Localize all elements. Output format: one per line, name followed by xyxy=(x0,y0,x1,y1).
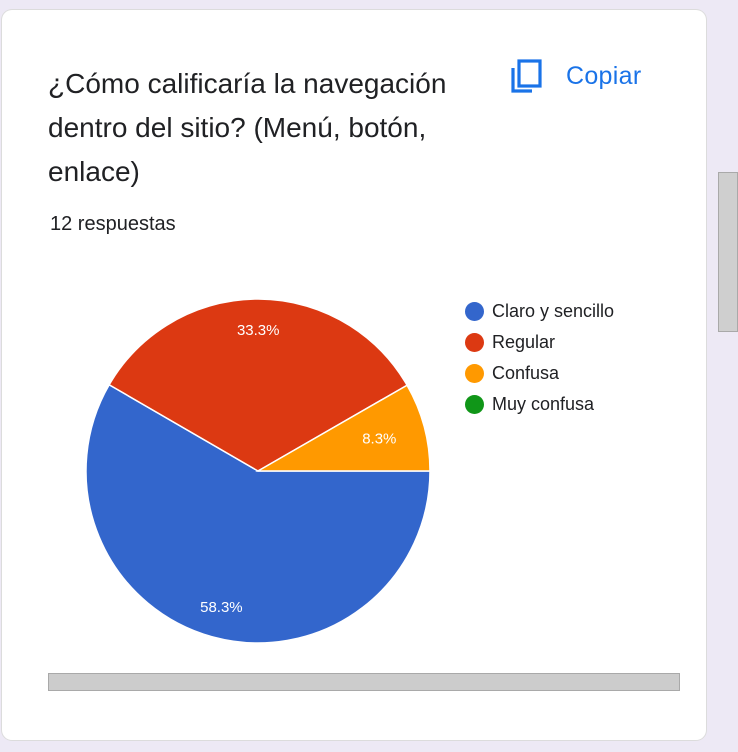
legend-item-1: Regular xyxy=(465,327,614,358)
legend-label-0: Claro y sencillo xyxy=(492,301,615,321)
copy-chart-button[interactable]: Copiar xyxy=(506,54,641,98)
legend-item-3: Muy confusa xyxy=(465,389,614,420)
legend-swatch-2 xyxy=(465,364,484,383)
legend-label-3: Muy confusa xyxy=(492,394,595,414)
pie-slice-0[interactable] xyxy=(85,383,431,644)
legend-item-2: Confusa xyxy=(465,358,614,389)
pie-slice-label-2: 8.3% xyxy=(362,431,396,448)
legend-swatch-3 xyxy=(465,395,484,414)
chart-legend: Claro y sencillo Regular Confusa Muy confus… xyxy=(465,296,614,420)
vertical-scrollbar[interactable] xyxy=(718,172,738,332)
pie-slice-label-0: 58.3% xyxy=(200,599,243,616)
pie-slice-2[interactable] xyxy=(255,384,431,472)
response-count: 12 respuestas xyxy=(50,213,176,235)
pie-slice-label-1: 33.3% xyxy=(237,322,280,339)
legend-label-2: Confusa xyxy=(492,363,560,383)
legend-swatch-0 xyxy=(465,302,484,321)
legend-item-0: Claro y sencillo xyxy=(465,296,614,327)
copy-label: Copiar xyxy=(566,61,642,90)
horizontal-scrollbar[interactable] xyxy=(48,673,680,691)
legend-swatch-1 xyxy=(465,333,484,352)
question-title: ¿Cómo calificaría la navegación dentro d… xyxy=(48,68,447,187)
legend-label-1: Regular xyxy=(492,332,556,352)
copy-icon xyxy=(511,59,542,93)
